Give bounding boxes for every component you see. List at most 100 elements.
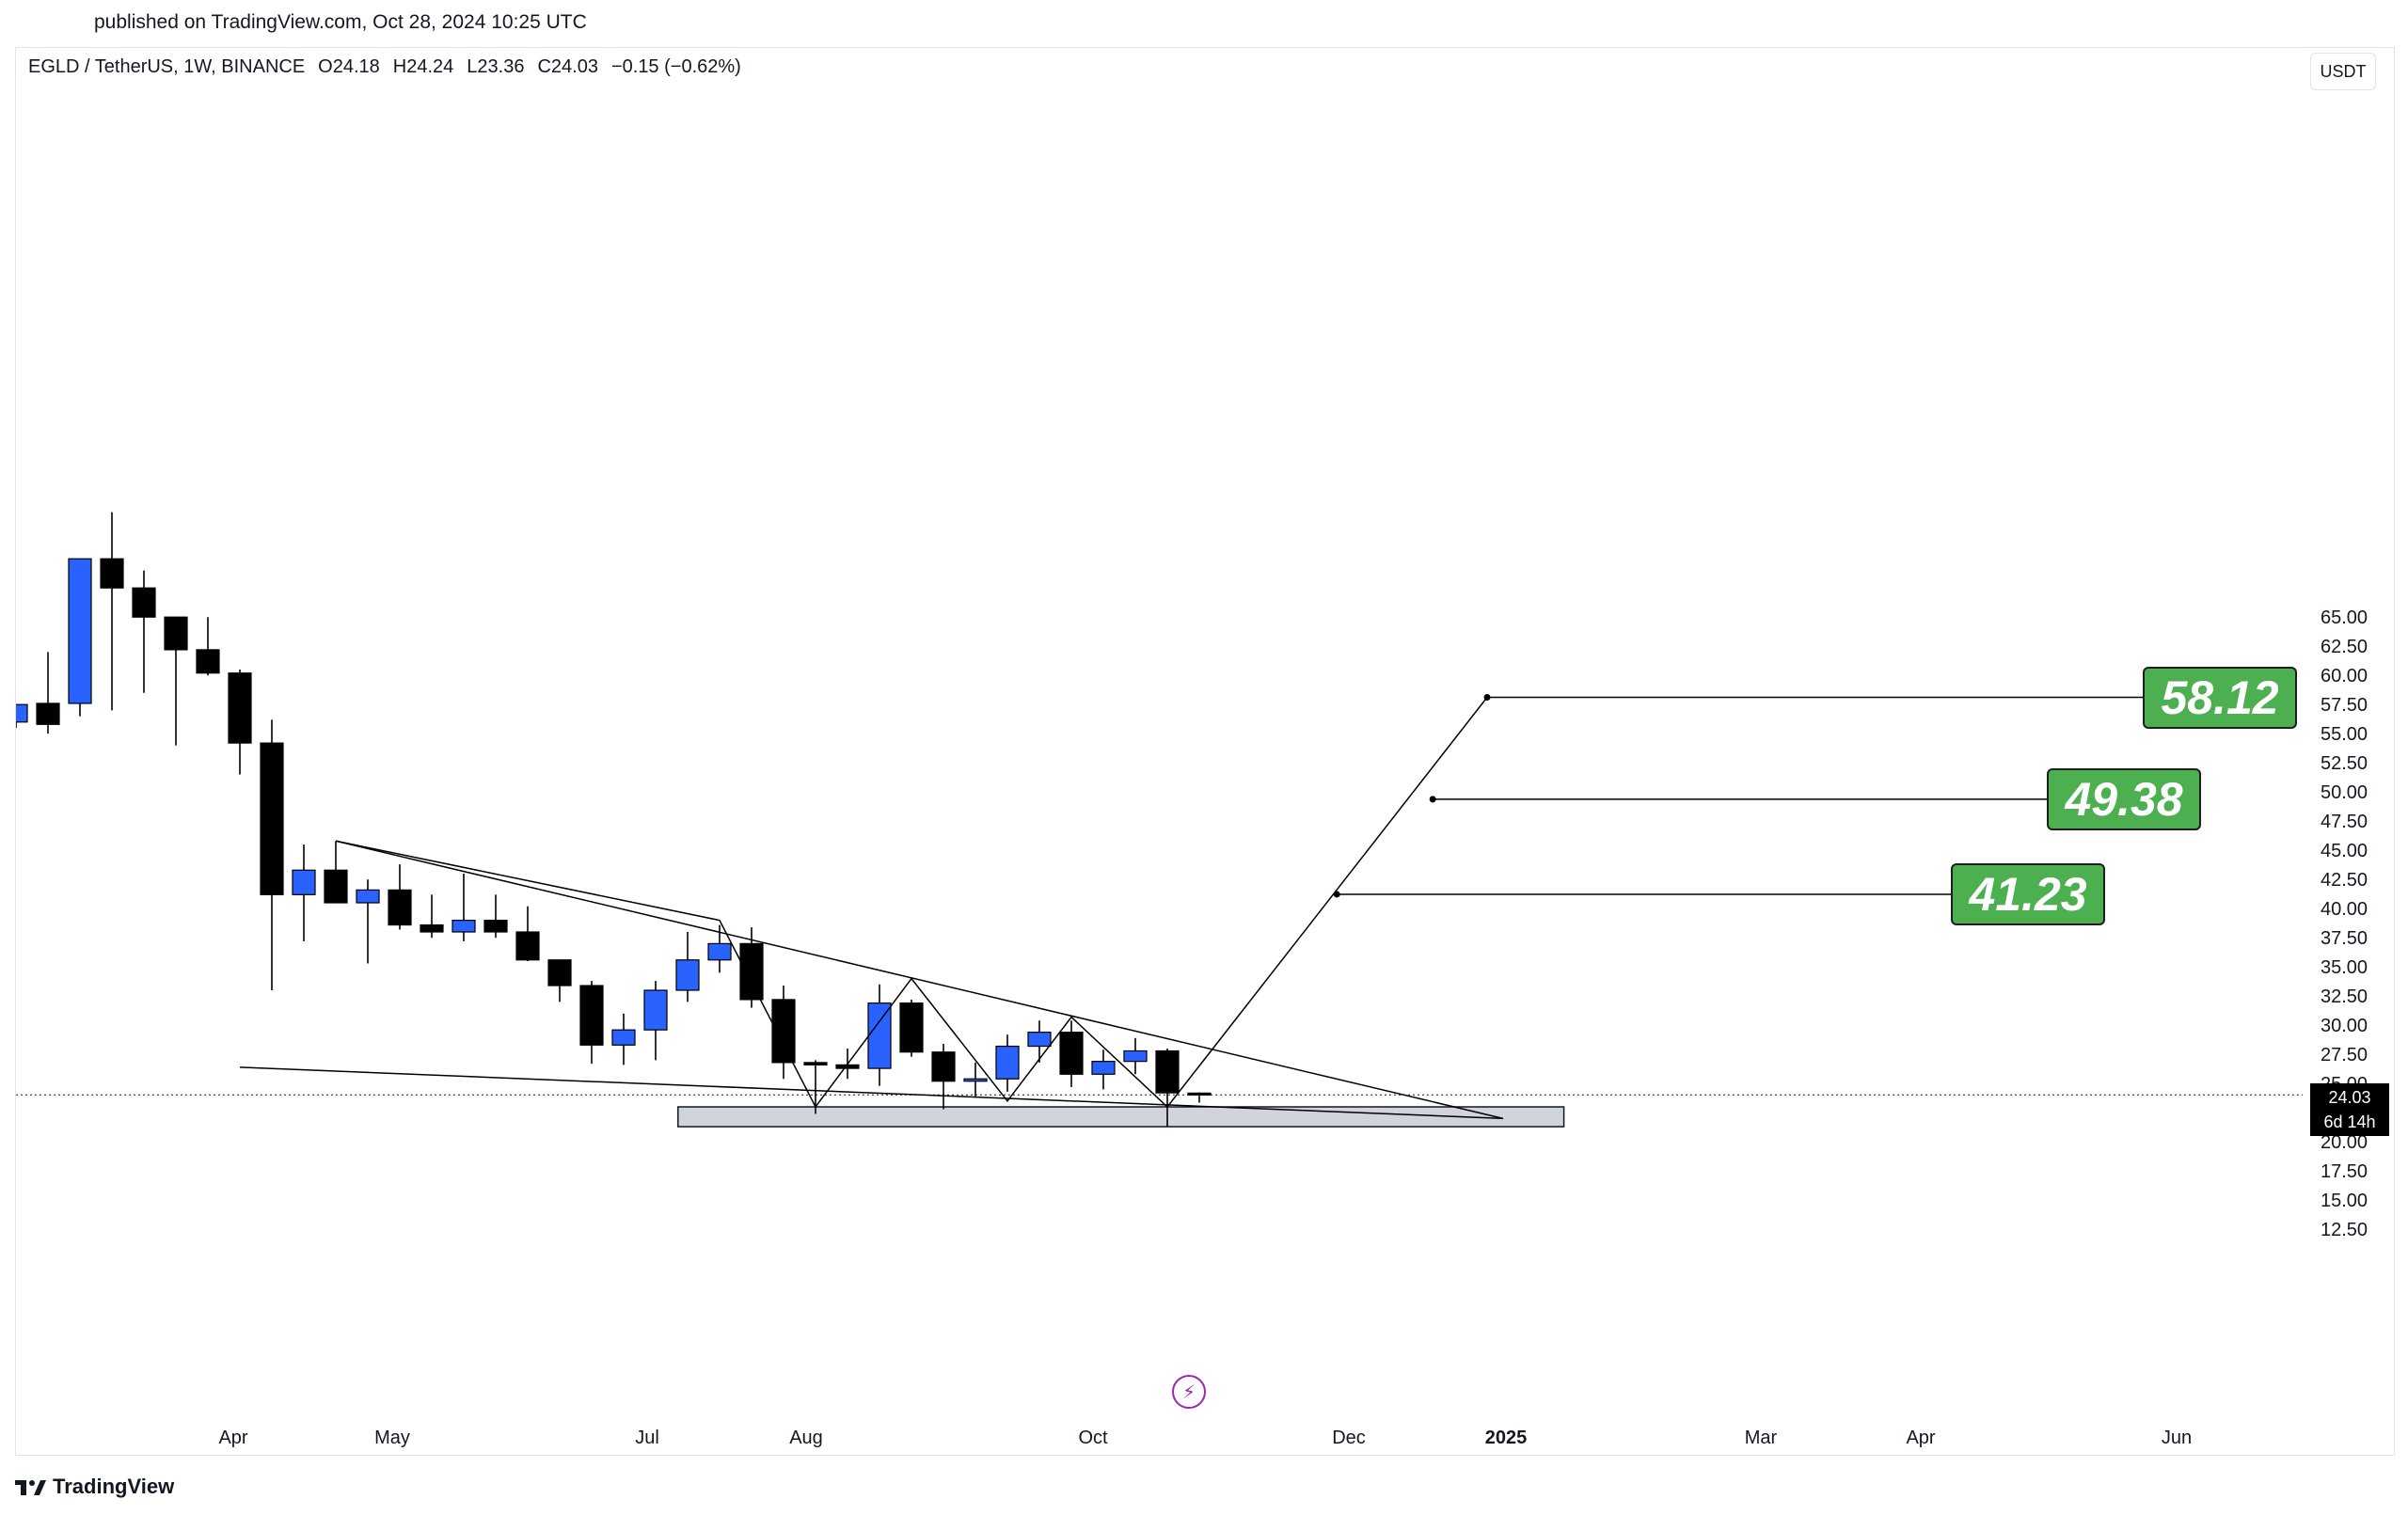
target-dot	[1483, 694, 1491, 702]
candle-body	[420, 923, 444, 933]
candle-body	[483, 919, 508, 933]
close-value: C24.03	[537, 56, 598, 77]
y-tick-label: 45.00	[2321, 841, 2368, 861]
candle-body	[68, 558, 92, 704]
drawings-layer	[16, 694, 2303, 1120]
chart-frame	[15, 47, 2395, 1456]
candle-body	[16, 703, 28, 723]
candle-body	[963, 1078, 988, 1082]
candle-body	[643, 989, 668, 1031]
open-value: O24.18	[318, 56, 380, 77]
candle-body	[739, 942, 764, 1001]
candle-body	[452, 919, 476, 933]
candle-body	[611, 1029, 636, 1046]
target-dot	[1333, 891, 1340, 898]
x-tick-label: Apr	[218, 1428, 247, 1448]
candle-body	[1187, 1092, 1212, 1096]
candle-body	[356, 889, 380, 904]
y-tick-label: 27.50	[2321, 1045, 2368, 1065]
candle-body	[835, 1064, 860, 1069]
candle-body	[515, 931, 540, 961]
x-tick-label: May	[374, 1428, 410, 1448]
candle-body	[771, 999, 796, 1064]
x-tick-label: 2025	[1485, 1428, 1528, 1448]
candle-body	[547, 959, 572, 986]
candle-body	[675, 959, 700, 991]
support-zone-layer	[677, 1106, 1565, 1128]
x-tick-label: Dec	[1332, 1428, 1366, 1448]
time-axis: Apr May Jul Aug Oct Dec 2025 Mar Apr Jun	[218, 1428, 2192, 1448]
last-price-value: 24.03	[2328, 1088, 2371, 1107]
y-tick-label: 32.50	[2321, 986, 2368, 1007]
target-label-2[interactable]: 49.38	[2047, 767, 2201, 830]
y-tick-label: 17.50	[2321, 1161, 2368, 1182]
candle-body	[324, 869, 348, 904]
y-tick-label: 65.00	[2321, 608, 2368, 628]
y-tick-label: 20.00	[2321, 1132, 2368, 1153]
candles-layer	[16, 512, 1212, 1128]
last-price-tag: 24.03 6d 14h	[2310, 1083, 2389, 1136]
candle-body	[36, 702, 60, 725]
y-tick-label: 47.50	[2321, 812, 2368, 832]
lower-trendline	[239, 1066, 1504, 1120]
target-label-3[interactable]: 58.12	[2143, 666, 2297, 729]
candle-body	[260, 742, 284, 895]
lightning-icon[interactable]: ⚡	[1172, 1375, 1206, 1409]
change-value: −0.15 (−0.62%)	[610, 56, 741, 77]
symbol-legend[interactable]: EGLD / TetherUS, 1W, BINANCE O24.18 H24.24…	[28, 56, 754, 78]
candle-body	[579, 985, 604, 1046]
y-tick-label: 57.50	[2321, 695, 2368, 716]
logo-text: TradingView	[53, 1475, 175, 1498]
y-tick-label: 52.50	[2321, 753, 2368, 774]
y-tick-label: 62.50	[2321, 637, 2368, 657]
candle-body	[1091, 1061, 1116, 1075]
x-tick-label: Jul	[635, 1428, 659, 1448]
support-zone	[677, 1106, 1565, 1128]
price-axis: 65.00 62.50 60.00 57.50 55.00 52.50 50.00 47.50…	[2321, 608, 2368, 1240]
projection-path	[335, 697, 1488, 1109]
candle-body	[995, 1045, 1020, 1080]
candle-body	[228, 672, 252, 744]
candle-body	[100, 558, 124, 589]
candle-body	[931, 1051, 956, 1082]
tradingview-logo-icon	[15, 1480, 46, 1495]
candle-body	[196, 649, 220, 674]
candle-body	[1123, 1049, 1148, 1063]
candle-body	[707, 942, 732, 961]
y-tick-label: 50.00	[2321, 782, 2368, 803]
y-tick-label: 42.50	[2321, 870, 2368, 891]
x-tick-label: Apr	[1906, 1428, 1935, 1448]
candle-body	[803, 1062, 828, 1065]
low-value: L23.36	[467, 56, 525, 77]
candle-body	[867, 1002, 892, 1069]
y-tick-label: 35.00	[2321, 957, 2368, 978]
bar-countdown: 6d 14h	[2323, 1113, 2376, 1131]
symbol-name[interactable]: EGLD / TetherUS, 1W, BINANCE	[28, 56, 306, 77]
target-dot	[1429, 796, 1436, 803]
candle-body	[899, 1002, 924, 1053]
x-tick-label: Mar	[1745, 1428, 1778, 1448]
y-tick-label: 12.50	[2321, 1220, 2368, 1240]
x-tick-label: Aug	[789, 1428, 823, 1448]
candle-body	[164, 616, 188, 651]
high-value: H24.24	[392, 56, 454, 77]
y-tick-label: 55.00	[2321, 724, 2368, 745]
upper-trendline	[335, 840, 1504, 1120]
candle-body	[132, 587, 156, 618]
candle-body	[388, 889, 412, 926]
candle-body	[1059, 1032, 1084, 1075]
x-tick-label: Jun	[2162, 1428, 2192, 1448]
y-tick-label: 60.00	[2321, 666, 2368, 686]
y-tick-label: 40.00	[2321, 899, 2368, 920]
tradingview-logo[interactable]: TradingView	[15, 1473, 174, 1501]
candle-body	[1155, 1049, 1180, 1094]
candle-body	[292, 869, 316, 895]
candle-body	[1027, 1032, 1052, 1048]
target-label-1[interactable]: 41.23	[1951, 862, 2105, 925]
y-tick-label: 37.50	[2321, 928, 2368, 949]
x-tick-label: Oct	[1078, 1428, 1108, 1448]
y-tick-label: 15.00	[2321, 1191, 2368, 1211]
published-label: published on TradingView.com, Oct 28, 20…	[94, 11, 587, 33]
currency-button[interactable]: USDT	[2310, 53, 2376, 90]
